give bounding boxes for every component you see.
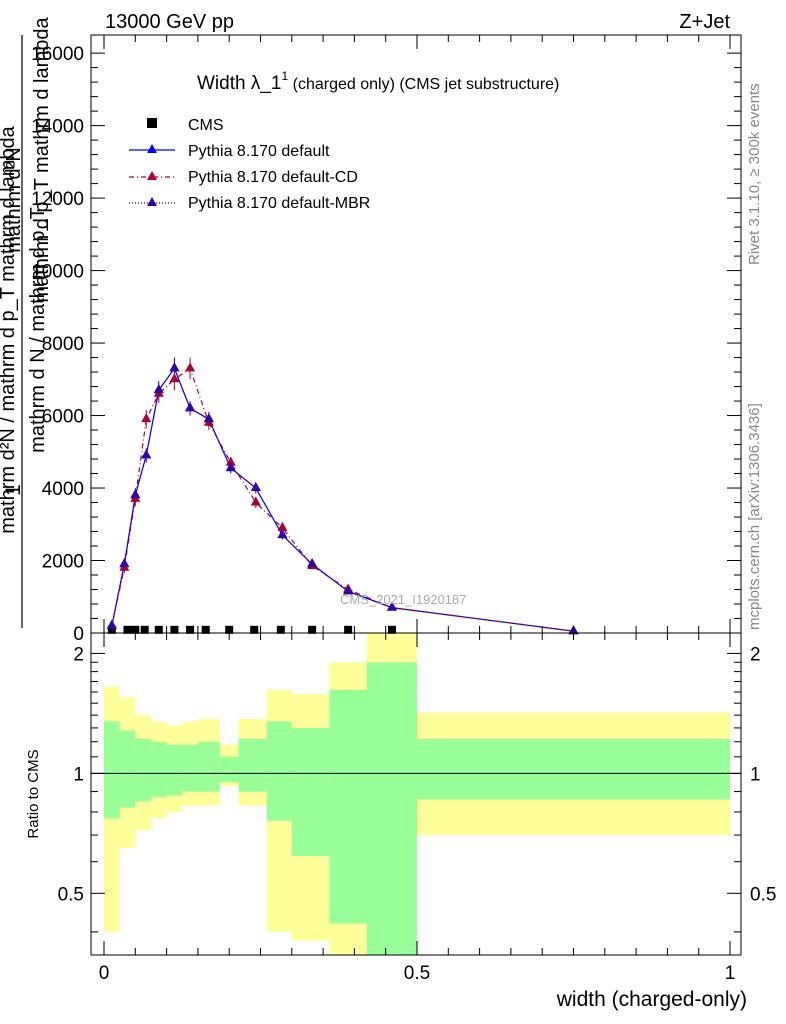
legend-cd-label: Pythia 8.170 default-CD bbox=[188, 169, 358, 186]
series-marker-3 bbox=[185, 402, 196, 412]
cms-point bbox=[123, 625, 132, 634]
analysis-watermark: CMS_2021_I1920187 bbox=[340, 592, 467, 607]
xtick-label: 0.5 bbox=[404, 963, 430, 984]
series-marker-3 bbox=[307, 558, 318, 568]
ylabel-numerator: mathrm d²N / mathrm d p_T mathrm d lambd… bbox=[0, 125, 19, 533]
series-marker-2 bbox=[141, 413, 152, 423]
ratio-axes: 0.5 0.5 1 1 2 2 0 0.5 1 bbox=[58, 633, 776, 984]
ratio-ylabel: Ratio to CMS bbox=[25, 749, 42, 838]
cms-point bbox=[308, 625, 317, 634]
mcplots-label: mcplots.cern.ch [arXiv:1306.3436] bbox=[746, 403, 763, 630]
ratio-ytick-label-right: 2 bbox=[750, 644, 761, 665]
header-right-label: Z+Jet bbox=[679, 11, 730, 33]
series-marker-3 bbox=[169, 362, 180, 372]
legend-mbr-marker bbox=[147, 197, 157, 206]
series-marker-3 bbox=[106, 619, 117, 629]
main-ytick-label: 6000 bbox=[42, 407, 84, 428]
ratio-ytick-label: 1 bbox=[73, 764, 84, 785]
series-line-3 bbox=[111, 367, 574, 632]
ratio-bands bbox=[104, 633, 730, 955]
green-band-bin bbox=[182, 744, 198, 792]
main-ytick-label: 10000 bbox=[31, 262, 84, 283]
series-marker-2 bbox=[277, 521, 288, 531]
plot-title-rest: (charged only) (CMS jet substructure) bbox=[288, 76, 559, 93]
rivet-version-label: Rivet 3.1.10, ≥ 300k events bbox=[746, 83, 763, 265]
header-left-label: 13000 GeV pp bbox=[105, 11, 234, 33]
green-band-bin bbox=[197, 741, 220, 792]
cms-point bbox=[344, 625, 353, 634]
series-marker-3 bbox=[130, 489, 141, 499]
main-ytick-label: 4000 bbox=[42, 479, 84, 500]
plot-title-main: Width λ_1 bbox=[197, 73, 281, 94]
green-band-bin bbox=[329, 689, 367, 924]
ratio-ytick-label: 2 bbox=[73, 644, 84, 665]
green-band-bin bbox=[238, 738, 267, 792]
series-marker-2 bbox=[250, 496, 261, 506]
series-marker-2 bbox=[225, 456, 236, 466]
cms-point bbox=[276, 625, 285, 634]
series-marker-3 bbox=[343, 585, 354, 595]
plot-title-sup: 1 bbox=[281, 69, 288, 83]
cms-point bbox=[186, 625, 195, 634]
cms-point bbox=[201, 625, 210, 634]
xtick-label: 0 bbox=[99, 963, 110, 984]
series-marker-3 bbox=[225, 462, 236, 472]
main-ytick-label: 8000 bbox=[42, 334, 84, 355]
legend: CMS Pythia 8.170 default Pythia 8.170 de… bbox=[129, 117, 370, 212]
main-ytick-label: 16000 bbox=[31, 44, 84, 65]
ratio-plot-frame bbox=[90, 632, 742, 956]
series-marker-3 bbox=[386, 601, 397, 611]
series-line-2 bbox=[111, 367, 574, 632]
main-ytick-label: 12000 bbox=[31, 189, 84, 210]
green-band-bin bbox=[366, 662, 417, 955]
green-band-bin bbox=[150, 741, 167, 798]
legend-default-label: Pythia 8.170 default bbox=[188, 143, 330, 160]
green-band-bin bbox=[119, 730, 136, 808]
cms-point bbox=[170, 625, 179, 634]
series-marker-3 bbox=[250, 482, 261, 492]
ylabel-prefix: 1 bbox=[2, 484, 25, 496]
green-band-bin bbox=[219, 756, 239, 783]
series-marker-3 bbox=[153, 384, 164, 394]
legend-cms-label: CMS bbox=[188, 117, 224, 134]
xlabel: width (charged-only) bbox=[556, 988, 747, 1011]
ylabel-overlay-numerator: mathrm d²N bbox=[3, 147, 25, 253]
ratio-ytick-label-right: 1 bbox=[750, 764, 761, 785]
series-marker-2 bbox=[169, 373, 180, 383]
ratio-ytick-label: 0.5 bbox=[58, 884, 84, 905]
green-band-bin bbox=[135, 738, 151, 802]
legend-cms-marker bbox=[147, 118, 157, 128]
series-marker-3 bbox=[277, 529, 288, 539]
legend-mbr-label: Pythia 8.170 default-MBR bbox=[188, 195, 370, 212]
series-marker-3 bbox=[119, 558, 130, 568]
main-axes: 0 2000 4000 6000 8000 10000 12000 14000 16000 bbox=[31, 35, 741, 645]
green-band-bin bbox=[417, 738, 730, 800]
cms-point bbox=[107, 625, 116, 634]
main-ytick-label: 2000 bbox=[42, 552, 84, 573]
ylabel-denominator: mathrm d N / mathrm d p_T bbox=[27, 207, 49, 453]
cms-point bbox=[250, 625, 259, 634]
plot-title: Width λ_11 (charged only) (CMS jet subst… bbox=[197, 69, 559, 94]
green-band-bin bbox=[266, 721, 292, 821]
series-marker-2 bbox=[185, 362, 196, 372]
ylabel-overlay-denominator: mathrm d p_T mathrm d lambda bbox=[31, 16, 53, 302]
legend-default-marker bbox=[147, 144, 157, 153]
green-band-bin bbox=[104, 721, 120, 819]
green-band-bin bbox=[166, 744, 183, 796]
series-marker-3 bbox=[141, 449, 152, 459]
ratio-ytick-label-right: 0.5 bbox=[750, 884, 776, 905]
xtick-label: 1 bbox=[725, 963, 736, 984]
cms-point bbox=[140, 625, 149, 634]
green-band-bin bbox=[291, 727, 330, 857]
cms-point bbox=[387, 625, 396, 634]
legend-cd-marker bbox=[147, 171, 157, 180]
main-series bbox=[106, 357, 579, 635]
cms-point bbox=[154, 625, 163, 634]
main-ylabel: 1 mathrm d²N / mathrm d p_T mathrm d lam… bbox=[0, 16, 53, 628]
main-ytick-label: 14000 bbox=[31, 117, 84, 138]
main-ytick-label: 0 bbox=[73, 624, 84, 645]
series-marker-3 bbox=[203, 413, 214, 423]
